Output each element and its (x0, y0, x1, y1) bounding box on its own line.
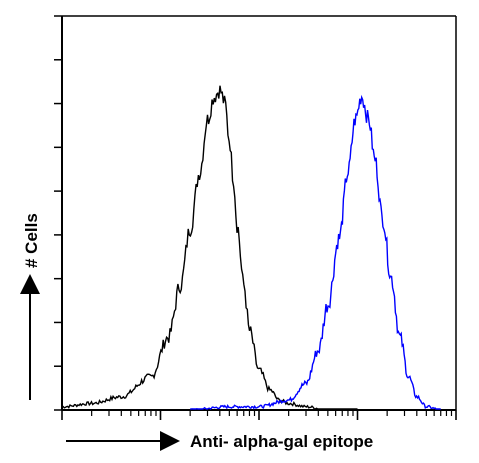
y-axis-ticks (54, 15, 62, 411)
control-histogram-line (61, 85, 358, 410)
stained-histogram-line (190, 94, 441, 410)
x-axis-label-group: Anti- alpha-gal epitope (66, 431, 373, 451)
x-axis-ticks (61, 410, 457, 420)
plot-frame (61, 15, 457, 411)
x-axis-label: Anti- alpha-gal epitope (190, 432, 373, 451)
y-axis-label: # Cells (22, 213, 41, 268)
series-layer (61, 85, 441, 410)
y-axis-label-group: # Cells (20, 213, 41, 400)
